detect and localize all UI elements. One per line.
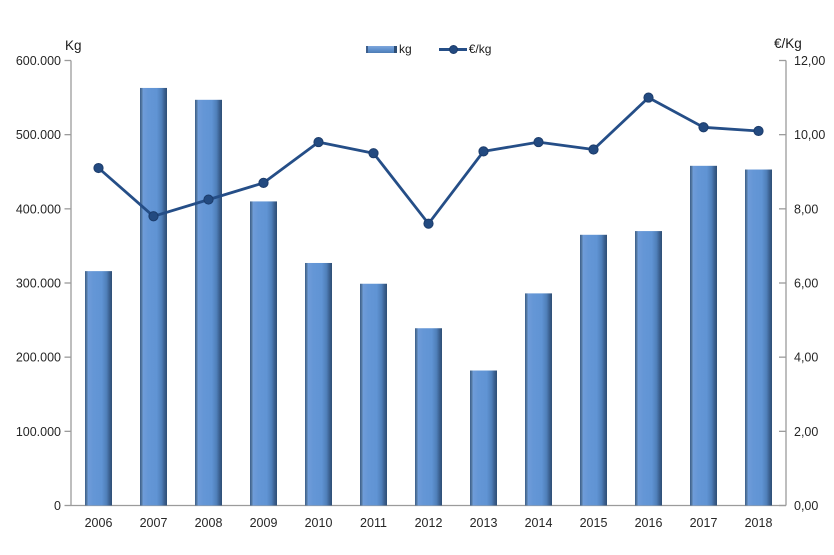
legend-bar-swatch-icon [366, 45, 397, 53]
x-axis-category-label: 2018 [745, 516, 773, 530]
marker-2017 [698, 122, 709, 133]
bar-2010 [305, 262, 332, 506]
left-axis-title: Kg [65, 38, 82, 53]
marker-2008 [203, 194, 214, 205]
marker-2010 [313, 136, 324, 148]
x-axis-category-label: 2007 [140, 516, 168, 530]
left-axis-tick-label: 500.000 [16, 128, 61, 142]
marker-2015 [588, 144, 599, 155]
legend-line-swatch-icon [438, 44, 467, 55]
left-axis-tick-label: 300.000 [16, 277, 61, 291]
x-axis-category-label: 2009 [250, 516, 278, 530]
bar-2015 [580, 234, 607, 506]
right-axis-tick-label: 0,00 [794, 499, 818, 513]
right-axis-tick-label: 2,00 [794, 425, 818, 439]
x-axis-category-label: 2017 [690, 516, 718, 530]
bar-2012 [415, 328, 442, 506]
bar-2017 [690, 165, 717, 506]
right-axis-tick-label: 12,00 [794, 54, 825, 68]
x-axis-category-label: 2006 [85, 516, 113, 530]
bar-2018 [745, 169, 772, 506]
x-axis-category-label: 2011 [360, 516, 387, 530]
left-axis-tick-label: 600.000 [16, 54, 61, 68]
marker-2006 [93, 162, 104, 174]
left-axis-tick-label: 100.000 [16, 425, 61, 439]
x-axis-category-label: 2010 [305, 516, 333, 530]
marker-2014 [533, 136, 544, 148]
bar-2008 [195, 99, 222, 506]
bar-2006 [85, 271, 112, 506]
left-axis-tick-label: 400.000 [16, 202, 61, 216]
marker-2012 [423, 218, 434, 229]
legend-label-kg: kg [399, 42, 412, 56]
marker-2013 [478, 146, 489, 157]
x-axis-category-label: 2016 [635, 516, 663, 530]
bar-2011 [360, 283, 387, 506]
marker-2011 [368, 148, 379, 159]
bar-2009 [250, 201, 277, 506]
legend-line-marker-icon [448, 44, 458, 54]
bar-2016 [635, 231, 662, 506]
legend: kg €/kg [366, 41, 491, 57]
right-axis-title: €/Kg [774, 36, 802, 51]
right-axis-tick-label: 8,00 [794, 202, 818, 216]
marker-2018 [753, 125, 764, 137]
left-axis-tick-label: 200.000 [16, 351, 61, 365]
x-axis-category-label: 2014 [525, 516, 553, 530]
legend-label-eur-kg: €/kg [468, 42, 492, 56]
right-axis-tick-label: 4,00 [794, 351, 818, 365]
bar-2007 [140, 87, 167, 506]
marker-2009 [258, 177, 269, 188]
marker-2007 [148, 211, 159, 222]
x-axis-category-label: 2013 [470, 516, 498, 530]
x-axis-category-label: 2012 [415, 516, 443, 530]
left-axis-tick-label: 0 [54, 499, 61, 513]
x-axis-category-label: 2008 [195, 516, 223, 530]
bar-2013 [470, 370, 497, 506]
bar-2014 [525, 293, 552, 506]
marker-2016 [643, 92, 654, 103]
right-axis-tick-label: 6,00 [794, 277, 818, 291]
x-axis-category-label: 2015 [580, 516, 608, 530]
right-axis-tick-label: 10,00 [794, 128, 825, 142]
